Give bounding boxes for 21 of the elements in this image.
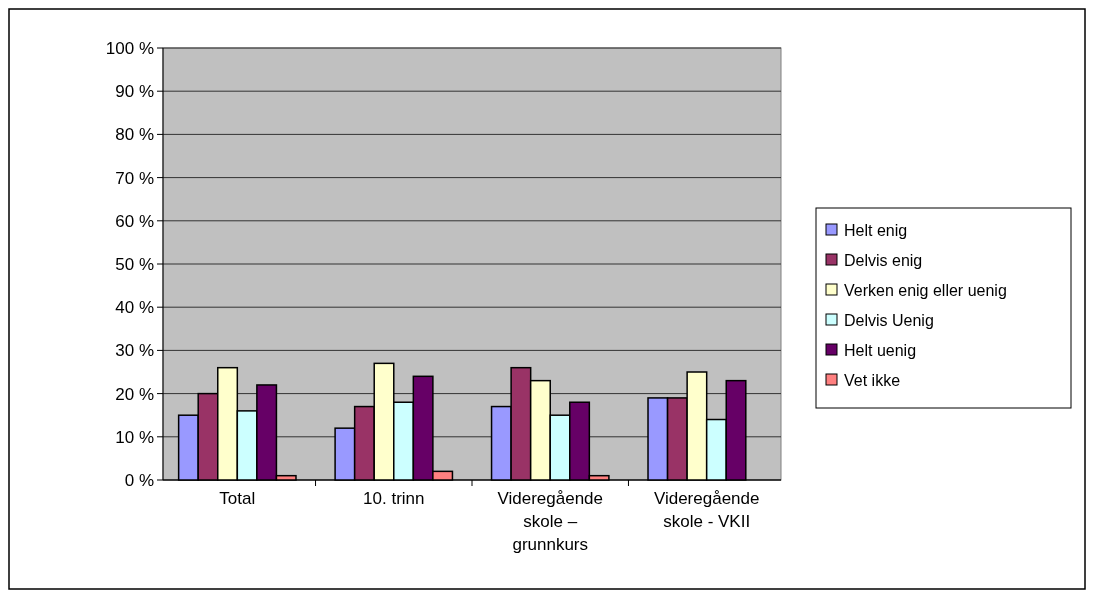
y-tick-label: 40 % — [115, 298, 154, 318]
legend-label: Verken enig eller uenig — [844, 281, 1007, 299]
y-tick-label: 50 % — [115, 254, 154, 274]
y-tick-label: 30 % — [115, 341, 154, 361]
legend-label: Delvis Uenig — [844, 311, 934, 329]
y-tick-label: 90 % — [115, 82, 154, 102]
y-tick-label: 60 % — [115, 211, 154, 231]
x-tick-label: Videregående skole - VKII — [653, 489, 760, 531]
x-tick-label: 10. trinn — [363, 489, 425, 508]
x-tick-label: Total — [219, 489, 256, 508]
y-tick-label: 20 % — [115, 384, 154, 404]
y-tick-label: 0 % — [124, 470, 154, 490]
x-tick-label: Videregående skole – grunnkurs — [497, 489, 604, 554]
y-tick-label: 80 % — [115, 125, 154, 145]
y-tick-label: 100 % — [105, 38, 154, 58]
legend-label: Vet ikke — [844, 371, 901, 389]
legend-label: Helt uenig — [844, 341, 917, 359]
legend-label: Delvis enig — [844, 251, 923, 269]
legend-label: Helt enig — [844, 221, 908, 239]
y-tick-label: 70 % — [115, 168, 154, 188]
y-tick-label: 10 % — [115, 427, 154, 447]
